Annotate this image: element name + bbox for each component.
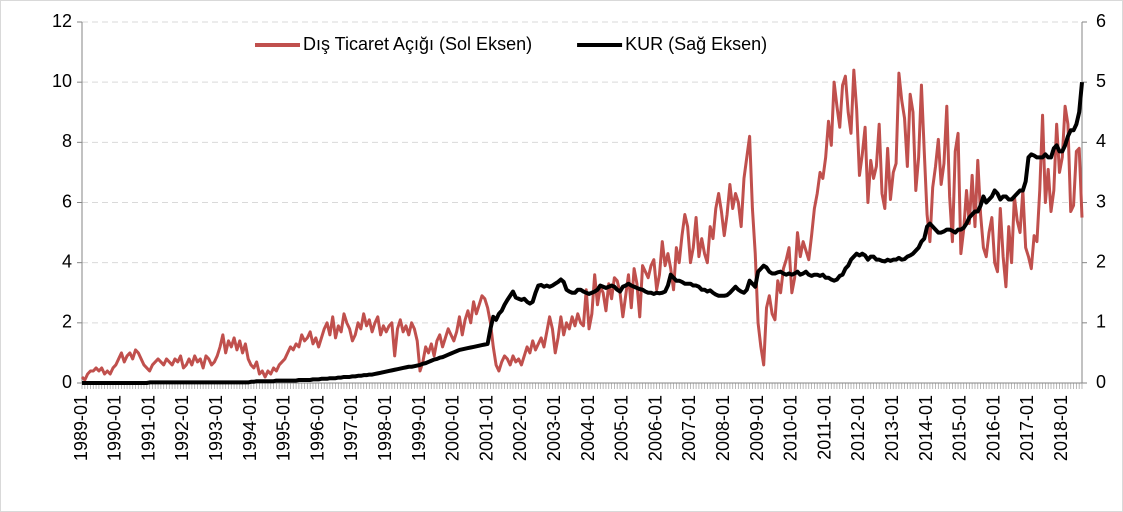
x-tick-label: 2001-01 [476, 395, 496, 461]
x-tick-label: 1993-01 [206, 395, 226, 461]
x-tick-label: 1989-01 [71, 395, 91, 461]
x-tick-label: 2013-01 [882, 395, 902, 461]
y-tick-label: 12 [52, 11, 72, 31]
y2-tick-label: 4 [1096, 131, 1106, 151]
x-tick-label: 2002-01 [510, 395, 530, 461]
x-tick-label: 1998-01 [375, 395, 395, 461]
x-tick-label: 2011-01 [814, 395, 834, 460]
y2-tick-label: 3 [1096, 191, 1106, 211]
series-line [82, 81, 1084, 385]
y2-tick-label: 5 [1096, 71, 1106, 91]
x-tick-label: 1997-01 [341, 395, 361, 461]
x-tick-label: 2014-01 [916, 395, 936, 461]
x-tick-label: 2003-01 [544, 395, 564, 461]
x-tick-label: 1991-01 [138, 395, 158, 461]
legend-label: Dış Ticaret Açığı (Sol Eksen) [303, 34, 532, 54]
y2-tick-label: 6 [1096, 11, 1106, 31]
x-tick-label: 1990-01 [105, 395, 125, 461]
x-tick-label: 2009-01 [747, 395, 767, 461]
series-line [80, 68, 1084, 382]
x-tick-label: 2007-01 [679, 395, 699, 461]
x-tick-label: 2008-01 [713, 395, 733, 461]
x-tick-label: 2016-01 [983, 395, 1003, 461]
x-tick-label: 1996-01 [307, 395, 327, 461]
x-tick-label: 1999-01 [409, 395, 429, 461]
y-tick-label: 0 [62, 372, 72, 392]
y2-tick-label: 0 [1096, 372, 1106, 392]
y2-tick-label: 2 [1096, 251, 1106, 271]
x-tick-label: 2015-01 [950, 395, 970, 461]
x-tick-label: 2004-01 [578, 395, 598, 461]
x-tick-label: 2018-01 [1051, 395, 1071, 461]
y-tick-label: 4 [62, 251, 72, 271]
y-tick-label: 2 [62, 312, 72, 332]
x-tick-label: 1992-01 [172, 395, 192, 461]
x-tick-label: 2006-01 [645, 395, 665, 461]
x-tick-label: 2017-01 [1017, 395, 1037, 461]
legend-label: KUR (Sağ Eksen) [625, 34, 767, 54]
y-tick-label: 8 [62, 131, 72, 151]
y2-tick-label: 1 [1096, 312, 1106, 332]
x-tick-label: 1994-01 [240, 395, 260, 461]
x-tick-label: 2000-01 [443, 395, 463, 461]
x-tick-label: 1995-01 [274, 395, 294, 461]
legend: Dış Ticaret Açığı (Sol Eksen) KUR (Sağ Ek… [255, 34, 767, 54]
y-tick-label: 10 [52, 71, 72, 91]
y-tick-label: 6 [62, 191, 72, 211]
x-tick-label: 2012-01 [848, 395, 868, 461]
x-tick-label: 2010-01 [781, 395, 801, 461]
x-tick-label: 2005-01 [612, 395, 632, 461]
